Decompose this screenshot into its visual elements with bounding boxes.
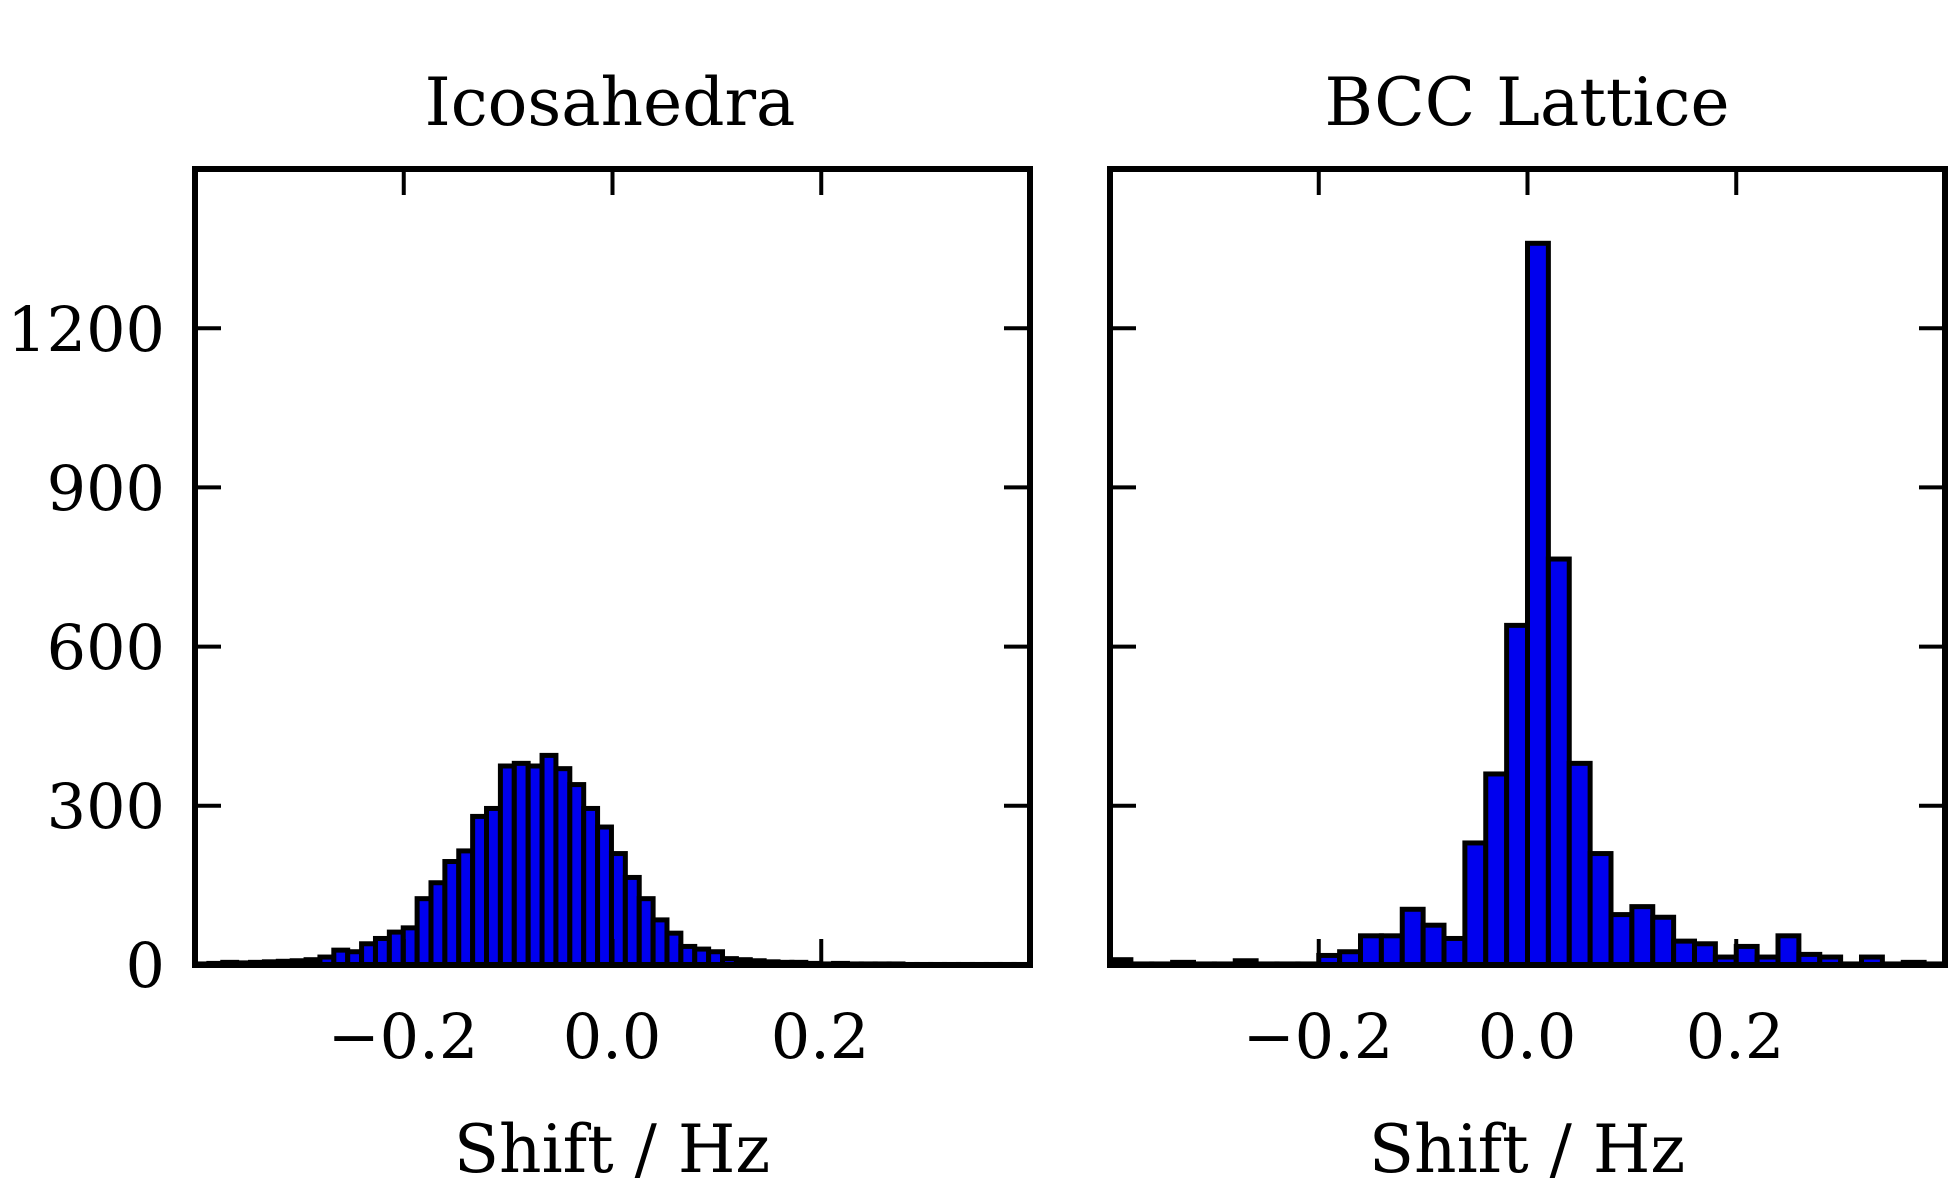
panel-title-bcc-lattice: BCC Lattice — [1324, 64, 1729, 141]
histogram-bar — [1608, 912, 1635, 968]
histogram-bar — [1462, 840, 1489, 968]
panel-bcc-lattice: BCC Lattice −0.2 0.0 0.2 Shift / Hz — [1107, 64, 1948, 1188]
histogram-bar — [1587, 851, 1614, 968]
histogram-bar — [1566, 760, 1593, 968]
histogram-bar — [1525, 240, 1551, 968]
ticks-bcc-lattice — [1110, 169, 1945, 967]
x-tick-label-0.0: 0.0 — [563, 1000, 662, 1073]
histogram-bar — [1441, 935, 1468, 968]
y-tick-label-300: 300 — [47, 770, 165, 843]
x-tick-label-0.2: 0.2 — [1686, 1000, 1785, 1073]
x-axis-label-bcc-lattice: Shift / Hz — [1369, 1111, 1685, 1188]
x-tick-label-0.2: 0.2 — [771, 1000, 870, 1073]
y-tick-label-600: 600 — [47, 611, 165, 684]
x-axis-label-icosahedra: Shift / Hz — [454, 1111, 770, 1188]
x-tick-label-neg-0.2: −0.2 — [1243, 1000, 1394, 1073]
panel-icosahedra: Icosahedra 0 300 600 900 1200 −0.2 0.0 0… — [7, 64, 1033, 1188]
histogram-bar — [1629, 904, 1656, 968]
histogram-bar — [1650, 914, 1677, 968]
bars-icosahedra — [192, 752, 1031, 968]
histogram-bar — [1420, 922, 1447, 968]
x-tick-label-neg-0.2: −0.2 — [328, 1000, 479, 1073]
histogram-bar — [1545, 556, 1572, 968]
histogram-bar — [1504, 622, 1530, 968]
histogram-bar — [1692, 941, 1718, 968]
y-tick-label-1200: 1200 — [7, 293, 165, 366]
histogram-bar — [1671, 938, 1697, 968]
histogram-bar — [1378, 933, 1405, 968]
x-tick-label-0.0: 0.0 — [1478, 1000, 1577, 1073]
y-tick-label-900: 900 — [47, 452, 165, 525]
panel-title-icosahedra: Icosahedra — [425, 64, 796, 141]
bars-bcc-lattice — [1107, 240, 1948, 968]
ticks-icosahedra — [195, 169, 1030, 967]
histogram-bar — [1358, 933, 1384, 968]
histogram-bar — [1775, 933, 1802, 968]
histogram-bar — [1399, 906, 1426, 968]
histogram-bar — [1483, 771, 1510, 968]
y-tick-label-0: 0 — [126, 929, 165, 1002]
